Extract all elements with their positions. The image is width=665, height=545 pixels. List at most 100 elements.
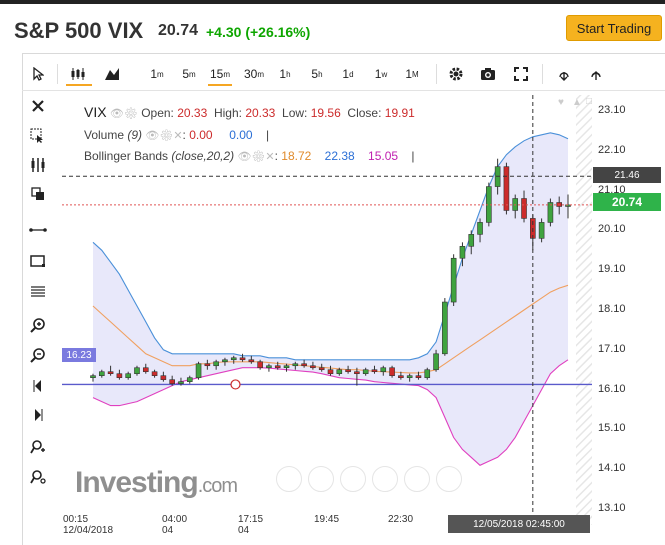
candle-body (301, 363, 307, 367)
eye-icon[interactable]: 👁 (237, 151, 252, 163)
square-icon[interactable]: □ (586, 96, 593, 107)
price-tick-label: 15.10 (598, 422, 626, 435)
candle-body (116, 373, 123, 378)
candle-body (468, 234, 475, 247)
open-value: 20.33 (177, 106, 208, 120)
zoom-out-icon[interactable] (26, 345, 50, 365)
area-chart-icon[interactable] (102, 64, 122, 84)
candle-body (292, 363, 299, 367)
cursor-icon[interactable] (30, 64, 46, 84)
select-tool-icon[interactable] (26, 126, 50, 146)
legend-ohlc: VIX 👁⚙ Open: 20.33 High: 20.33 Low: 19.5… (84, 104, 415, 120)
candle-body (389, 367, 395, 376)
price-tick-label: 14.10 (598, 462, 626, 475)
rectangle-tool-icon[interactable] (26, 251, 50, 271)
candle-body (442, 301, 448, 355)
scroll-right-button[interactable] (404, 466, 430, 492)
bollinger-band-fill (93, 132, 568, 466)
candle-body (433, 353, 439, 371)
candle-body (195, 363, 202, 378)
gear-icon[interactable]: ⚙ (123, 108, 138, 120)
candle-body (142, 367, 149, 373)
legend-volume: Volume (9) 👁⚙✕: 0.00 0.00 | (84, 128, 270, 142)
price-tick-label: 23.10 (598, 103, 626, 116)
gear-icon[interactable] (447, 64, 465, 84)
candle-body (415, 375, 422, 378)
candle-body (257, 361, 263, 369)
candle-body (178, 381, 184, 384)
open-label: Open: (141, 106, 174, 120)
upload-icon[interactable] (587, 64, 605, 84)
lock-drawing-icon[interactable] (26, 467, 50, 487)
price-tick-label: 17.10 (598, 342, 626, 355)
legend-bollinger: Bollinger Bands (close,20,2) 👁⚙✕: 18.72 … (84, 149, 415, 163)
candle-body (266, 365, 272, 369)
fullscreen-icon[interactable] (512, 64, 530, 84)
minimize-icon[interactable]: ▲ (572, 97, 582, 108)
interval-15m[interactable]: 15 m (208, 64, 232, 86)
price-chart[interactable] (62, 95, 592, 525)
price-tick-label: 18.10 (598, 303, 626, 315)
scroll-right-icon[interactable] (26, 405, 50, 425)
eye-icon[interactable]: 👁 (109, 108, 124, 120)
close-icon[interactable]: ✕ (173, 130, 183, 142)
bb-mid-value: 18.72 (281, 149, 312, 163)
time-tick-label: 00:15 12/04/2018 (63, 514, 114, 536)
price-tick-label: 20.10 (598, 223, 626, 236)
low-label: Low: (282, 106, 308, 120)
gear-icon[interactable]: ⚙ (159, 130, 174, 142)
candle-body (406, 375, 413, 378)
candle-body (336, 369, 343, 375)
candle-body (248, 359, 255, 363)
price-tick-label: 16.10 (598, 382, 626, 395)
price-tick-label: 21.10 (598, 183, 626, 196)
fib-tool-icon[interactable] (26, 282, 50, 302)
zoom-out-button[interactable] (372, 466, 398, 492)
candle-body (125, 373, 131, 378)
candle-body (459, 245, 466, 259)
magnet-icon[interactable] (26, 437, 50, 457)
bb-label: Bollinger Bands (84, 149, 169, 163)
candle-body (362, 369, 369, 375)
candle-body (424, 369, 431, 378)
high-value: 20.33 (245, 106, 276, 120)
bb-params: (close,20,2) (171, 149, 235, 163)
price-change: +4.30 (+26.16%) (206, 24, 311, 40)
heart-icon[interactable]: ♥ (558, 97, 564, 108)
zoom-select-icon[interactable] (26, 155, 50, 175)
zoom-in-button[interactable] (308, 466, 334, 492)
camera-icon[interactable] (479, 64, 497, 84)
scroll-end-button[interactable] (436, 466, 462, 492)
download-icon[interactable] (555, 64, 573, 84)
zoom-in-icon[interactable] (26, 315, 50, 335)
level-handle[interactable] (230, 379, 241, 390)
scroll-left-button[interactable] (276, 466, 302, 492)
instrument-title: S&P 500 VIX (14, 18, 144, 43)
candle-body (327, 369, 334, 375)
candle-body (477, 222, 483, 235)
close-icon[interactable]: ✕ (265, 151, 275, 163)
start-trading-button[interactable]: Start Trading (566, 15, 662, 41)
bb-lower-value: 15.05 (368, 149, 399, 163)
interval-30m[interactable]: 30 m (243, 67, 265, 81)
zoom-reset-button[interactable] (340, 466, 366, 492)
close-icon[interactable] (26, 96, 50, 116)
candle-body (213, 361, 219, 367)
future-zone (576, 95, 592, 525)
candles-icon[interactable] (66, 64, 92, 86)
scroll-left-icon[interactable] (26, 376, 50, 396)
volume-value-2: 0.00 (229, 128, 253, 142)
time-tick-label: 17:15 04 (238, 514, 264, 536)
top-strip (0, 0, 665, 4)
trendline-tool-icon[interactable] (26, 220, 50, 240)
layers-icon[interactable] (26, 184, 50, 204)
eye-icon[interactable]: 👁 (145, 130, 160, 142)
gear-icon[interactable]: ⚙ (251, 151, 266, 163)
